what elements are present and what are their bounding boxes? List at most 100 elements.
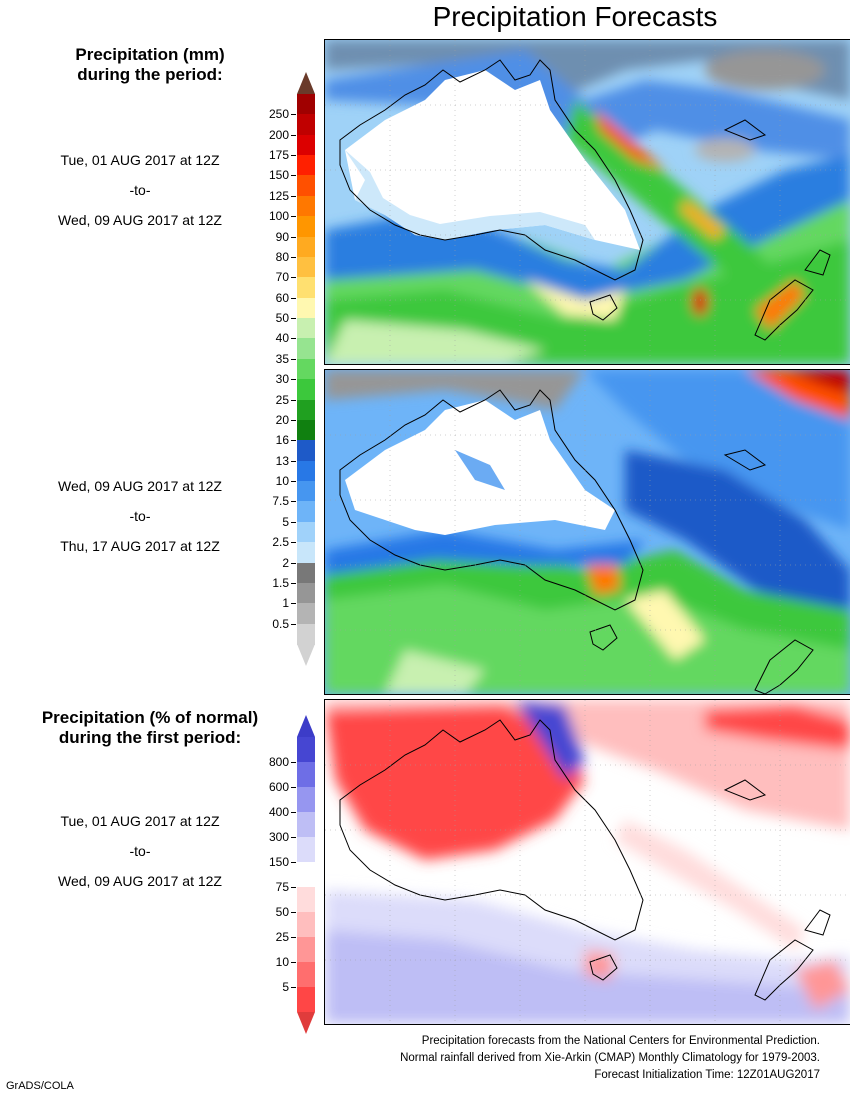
colorbar-mm-swatch [297,603,315,625]
footer-line2: Normal rainfall derived from Xie-Arkin (… [400,1052,820,1064]
colorbar-mm-tick [291,338,296,340]
precip-pct-heading: Precipitation (% of normal) during the f… [20,708,280,748]
period2-separator: -to- [129,508,151,524]
period2-end: Thu, 17 AUG 2017 at 12Z [60,538,220,554]
colorbar-pct-tick [291,812,296,813]
period2-start: Wed, 09 AUG 2017 at 12Z [58,478,222,494]
colorbar-mm-label: 30 [275,372,289,387]
colorbar-mm-label: 2.5 [272,535,289,550]
colorbar-mm-swatch [297,256,315,278]
colorbar-mm-swatch [297,582,315,604]
colorbar-mm-swatch [297,195,315,217]
colorbar-mm-swatch [297,481,315,503]
colorbar-mm-swatch [297,216,315,238]
colorbar-pct-label: 800 [268,755,289,769]
colorbar-pct-label: 50 [275,905,289,919]
map-panel-percent-normal [324,699,850,1025]
colorbar-mm: 250 200 175 150 125 100 90 80 70 60 50 40 35 30 25 20 16… [269,94,315,645]
colorbar-mm-tick [291,114,296,116]
colorbar-mm-swatch [297,460,315,482]
colorbar-mm-swatch [297,358,315,380]
colorbar-mm-label: 175 [268,148,289,163]
precip-pct-heading-line2: during the first period: [58,728,242,747]
period1-end: Wed, 09 AUG 2017 at 12Z [58,212,222,228]
colorbar-pct-tick [291,887,296,888]
colorbar-pct-swatch [297,987,315,1012]
colorbar-pct-swatch [297,762,315,787]
colorbar-mm-tick [291,460,296,462]
colorbar-mm-swatch [297,542,315,564]
colorbar-pct-top-arrow [297,715,315,737]
footer-notes: Precipitation forecasts from the Nationa… [400,1033,820,1084]
colorbar-mm-swatch [297,501,315,523]
precip-mm-heading: Precipitation (mm) during the period: [20,45,280,85]
colorbar-mm-swatch [297,623,315,645]
grads-credit: GrADS/COLA [6,1080,74,1092]
colorbar-pct-tick [291,912,296,913]
colorbar-mm-tick [291,419,296,421]
colorbar-mm-swatch [297,155,315,177]
colorbar-mm-label: 25 [275,392,289,407]
colorbar-mm-tick [291,175,296,177]
colorbar-mm-tick [291,297,296,299]
colorbar-mm-tick [291,481,296,483]
colorbar-mm-label: 200 [268,127,289,142]
colorbar-mm-tick [291,623,296,625]
period2-dates: Wed, 09 AUG 2017 at 12Z -to- Thu, 17 AUG… [20,476,260,566]
colorbar-pct-swatch [297,837,315,862]
colorbar-mm-swatch [297,114,315,136]
map-percent-svg [325,700,850,1024]
colorbar-mm-label: 125 [268,188,289,203]
colorbar-mm-tick [291,521,296,523]
colorbar-mm-label: 5 [282,514,289,529]
precip-mm-heading-line1: Precipitation (mm) [75,45,225,64]
colorbar-mm-swatch [297,562,315,584]
colorbar-mm-swatch [297,94,315,115]
colorbar-mm-tick [291,603,296,605]
colorbar-mm-swatch [297,419,315,441]
colorbar-mm-label: 1.5 [272,575,289,590]
colorbar-pct-swatch [297,937,315,962]
colorbar-mm-label: 50 [275,311,289,326]
colorbar-mm-bottom-arrow [297,644,315,666]
period3-start: Tue, 01 AUG 2017 at 12Z [60,813,220,829]
colorbar-mm-label: 150 [268,168,289,183]
colorbar-mm-label: 100 [268,209,289,224]
colorbar-mm-tick [291,277,296,279]
colorbar-pct-label: 300 [268,830,289,844]
period3-end: Wed, 09 AUG 2017 at 12Z [58,873,222,889]
colorbar-pct-tick [291,987,296,988]
colorbar-mm-label: 0.5 [272,616,289,631]
colorbar-mm-label: 60 [275,290,289,305]
map-period1-svg [325,40,850,364]
colorbar-pct-tick [291,962,296,963]
colorbar-pct-tick [291,862,296,863]
colorbar-mm-swatch [297,440,315,462]
colorbar-mm-tick [291,216,296,218]
map-period2-svg [325,370,850,694]
footer-line3: Forecast Initialization Time: 12Z01AUG20… [594,1069,820,1081]
colorbar-mm-label: 40 [275,331,289,346]
colorbar-mm-tick [291,134,296,136]
colorbar-mm-label: 1 [282,596,289,611]
period3-dates: Tue, 01 AUG 2017 at 12Z -to- Wed, 09 AUG… [20,811,260,901]
colorbar-mm-label: 70 [275,270,289,285]
colorbar-mm-tick [291,542,296,544]
colorbar-mm-label: 250 [268,107,289,122]
colorbar-pct-swatch [297,812,315,837]
period3-separator: -to- [129,843,151,859]
colorbar-pct-swatch [297,962,315,987]
colorbar-pct-swatch [297,737,315,762]
colorbar-pct-label: 600 [268,780,289,794]
colorbar-pct: 800 600 400 300 150 75 50 25 10 5 [269,737,315,1012]
colorbar-pct-label: 75 [275,880,289,894]
colorbar-mm-swatch [297,379,315,401]
colorbar-mm-swatch [297,399,315,421]
colorbar-pct-tick [291,787,296,788]
colorbar-mm-tick [291,562,296,564]
colorbar-mm-label: 10 [275,474,289,489]
colorbar-pct-label: 400 [268,805,289,819]
colorbar-mm-tick [291,501,296,503]
colorbar-mm-label: 80 [275,249,289,264]
colorbar-mm-label: 16 [275,433,289,448]
